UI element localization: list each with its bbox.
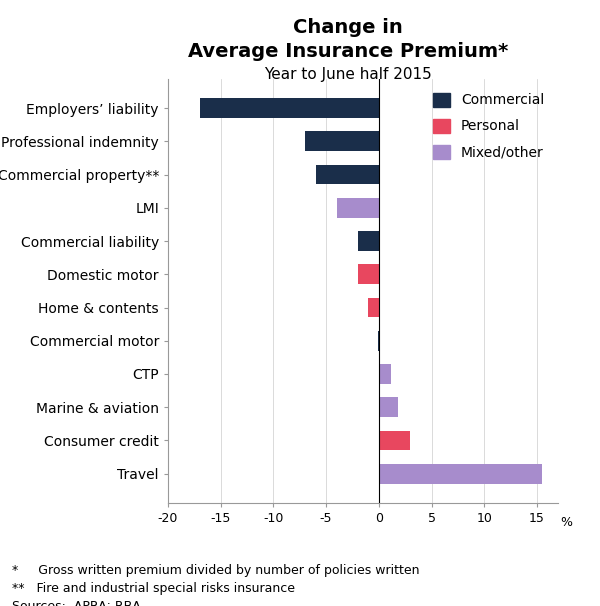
Bar <box>378 331 379 351</box>
Text: Change in: Change in <box>293 18 403 37</box>
Bar <box>379 464 542 484</box>
Bar <box>379 398 398 417</box>
Bar <box>379 364 391 384</box>
Bar <box>379 430 410 450</box>
Bar <box>337 198 379 218</box>
Text: **   Fire and industrial special risks insurance: ** Fire and industrial special risks ins… <box>12 582 295 594</box>
Bar <box>305 132 379 152</box>
Bar <box>316 165 379 184</box>
Bar <box>200 98 379 118</box>
Text: *     Gross written premium divided by number of policies written: * Gross written premium divided by numbe… <box>12 564 419 576</box>
Bar <box>358 231 379 251</box>
Bar <box>358 264 379 284</box>
Text: Sources:  APRA; RBA: Sources: APRA; RBA <box>12 600 141 606</box>
Legend: Commercial, Personal, Mixed/other: Commercial, Personal, Mixed/other <box>426 85 551 166</box>
X-axis label: %: % <box>560 516 572 528</box>
Text: Average Insurance Premium*: Average Insurance Premium* <box>188 42 508 61</box>
Bar <box>368 298 379 318</box>
Text: Year to June half 2015: Year to June half 2015 <box>264 67 432 82</box>
